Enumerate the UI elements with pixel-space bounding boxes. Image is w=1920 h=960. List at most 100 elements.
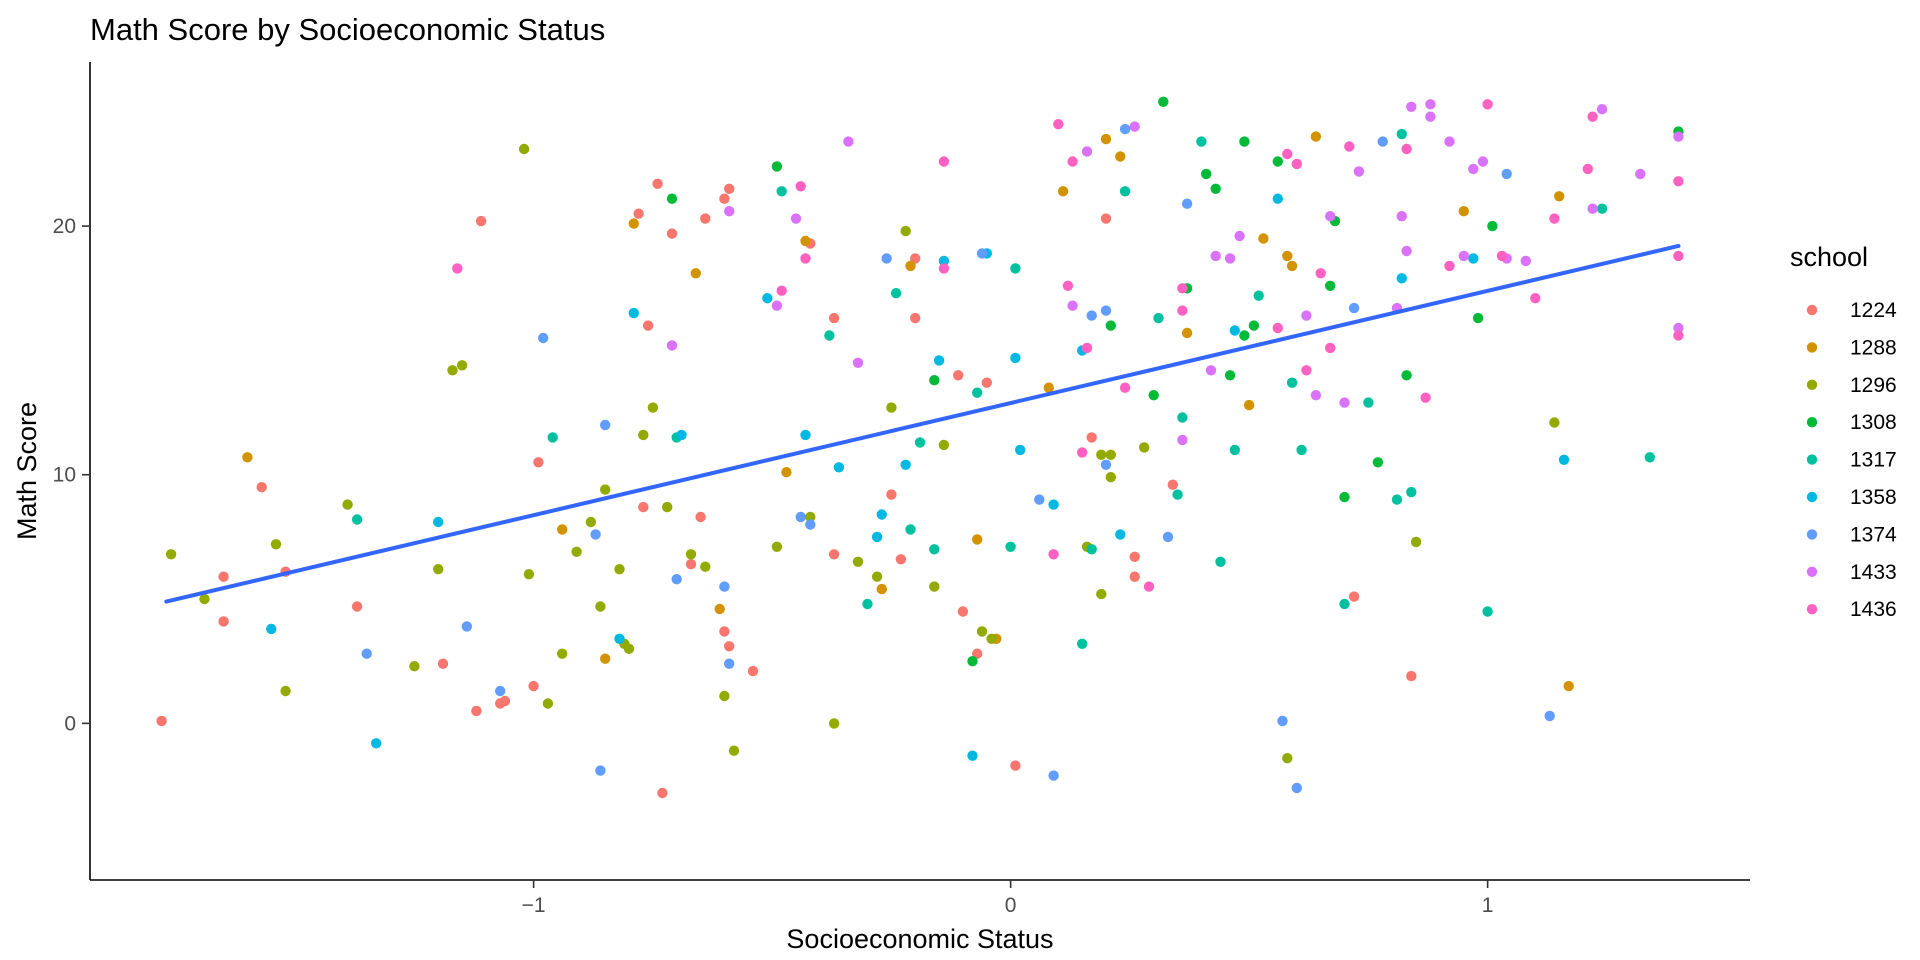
legend-label: 1288 <box>1850 336 1897 359</box>
data-point <box>795 511 806 523</box>
data-point <box>1048 549 1059 560</box>
data-point <box>1301 310 1312 321</box>
legend-label: 1308 <box>1850 411 1897 434</box>
data-point <box>1153 312 1164 324</box>
data-point <box>1406 486 1417 498</box>
data-point <box>600 484 611 495</box>
legend-items: 1224 1288 1296 1308 1317 1358 1374 1433 1436 <box>1806 299 1897 621</box>
plot-panel <box>156 96 1684 799</box>
data-point <box>1272 156 1284 167</box>
data-point <box>771 300 783 311</box>
data-point <box>747 665 759 677</box>
data-point <box>1081 146 1093 157</box>
data-point <box>1081 342 1093 354</box>
data-point <box>1563 680 1574 692</box>
data-point <box>967 656 978 667</box>
data-point <box>371 738 382 749</box>
data-point <box>1086 544 1097 555</box>
data-point <box>495 685 506 697</box>
data-point <box>1062 280 1074 291</box>
data-point <box>833 462 845 473</box>
data-point <box>828 549 840 560</box>
data-point <box>910 253 921 264</box>
data-point <box>1282 753 1293 764</box>
data-point <box>542 698 554 709</box>
data-point <box>1406 101 1417 113</box>
data-point <box>1549 417 1560 428</box>
data-point <box>1468 163 1479 175</box>
data-point <box>1215 556 1226 567</box>
data-point <box>1086 310 1097 321</box>
data-point <box>614 633 625 644</box>
data-point <box>771 161 783 172</box>
legend-key <box>1806 342 1818 353</box>
data-point <box>972 534 983 545</box>
data-point <box>976 626 988 637</box>
data-point <box>700 561 711 572</box>
data-point <box>862 598 873 610</box>
data-point <box>1239 330 1250 341</box>
data-point <box>1401 245 1412 257</box>
data-point <box>886 489 897 500</box>
trend-line <box>164 243 1681 604</box>
data-point <box>986 633 997 644</box>
data-point <box>475 215 487 227</box>
data-point <box>351 601 363 612</box>
data-point <box>1277 715 1288 727</box>
data-point <box>1010 352 1021 364</box>
data-point <box>1034 494 1045 505</box>
data-point <box>461 621 472 632</box>
data-point <box>456 360 468 371</box>
data-point <box>628 218 639 229</box>
data-point <box>1477 156 1489 167</box>
data-point <box>671 574 682 585</box>
data-point <box>1096 449 1107 460</box>
y-axis-title: Math Score <box>12 402 42 540</box>
legend-label: 1224 <box>1850 299 1897 322</box>
data-point <box>724 206 735 217</box>
data-point <box>1530 293 1541 304</box>
data-point <box>1291 782 1303 794</box>
data-point <box>437 658 449 669</box>
data-point <box>571 546 582 557</box>
data-point <box>1401 370 1412 381</box>
legend-label: 1374 <box>1850 523 1897 546</box>
data-point <box>1210 183 1221 194</box>
data-point <box>638 501 649 513</box>
data-point <box>805 511 816 523</box>
data-point <box>1348 591 1360 602</box>
data-point <box>876 509 887 520</box>
data-point <box>351 514 363 525</box>
data-point <box>1377 136 1388 147</box>
data-point <box>1115 529 1126 540</box>
data-point <box>1587 111 1598 122</box>
data-point <box>676 429 687 441</box>
data-point <box>1310 390 1322 401</box>
data-point <box>852 556 864 567</box>
data-point <box>1325 211 1336 222</box>
data-point <box>1558 454 1570 465</box>
data-point <box>900 459 911 470</box>
y-tick-label: 0 <box>64 712 76 735</box>
data-point <box>828 312 840 324</box>
data-point <box>1177 434 1188 446</box>
legend-key <box>1806 529 1818 540</box>
data-point <box>1348 302 1360 314</box>
data-point <box>1177 305 1188 316</box>
data-point <box>929 375 940 386</box>
data-point <box>1544 710 1555 722</box>
data-point <box>719 193 730 204</box>
data-point <box>1048 499 1059 510</box>
data-point <box>1520 255 1532 267</box>
data-point <box>666 228 678 239</box>
data-point <box>1239 136 1250 147</box>
data-point <box>1148 390 1159 401</box>
data-point <box>1077 447 1088 458</box>
legend-label: 1296 <box>1850 374 1897 397</box>
data-point <box>1177 283 1188 294</box>
data-point <box>724 183 735 194</box>
data-point <box>1162 531 1174 543</box>
data-point <box>724 658 735 669</box>
data-point <box>518 143 530 155</box>
data-point <box>967 750 978 761</box>
